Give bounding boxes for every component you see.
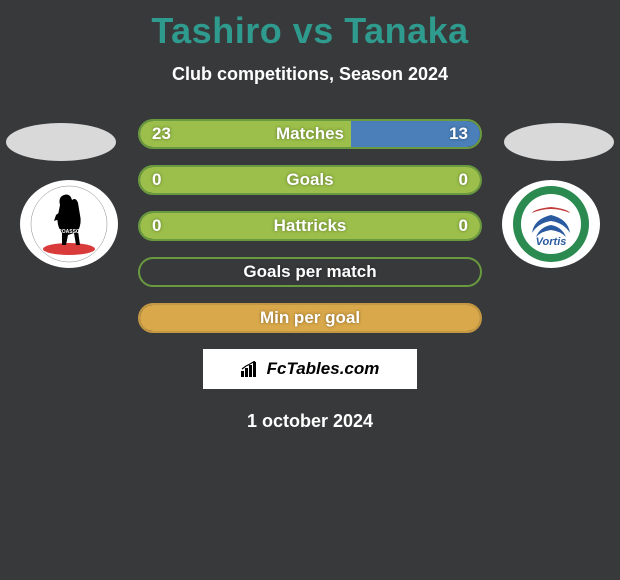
stat-row: 0 0 Hattricks [138, 211, 482, 241]
comparison-content: ROASSO Vortis TOKUSHIMA 23 13 Matches 0 0 Goa… [0, 119, 620, 432]
club-logo-right: Vortis TOKUSHIMA [502, 180, 600, 268]
svg-text:Vortis: Vortis [536, 236, 567, 248]
stat-row: 23 13 Matches [138, 119, 482, 149]
svg-text:TOKUSHIMA: TOKUSHIMA [512, 185, 529, 187]
roasso-kumamoto-icon: ROASSO [30, 185, 108, 263]
brand-text: FcTables.com [267, 359, 380, 379]
stat-value-right: 0 [459, 170, 468, 190]
page-title: Tashiro vs Tanaka [0, 0, 620, 52]
stat-label: Matches [276, 124, 344, 144]
date-label: 1 october 2024 [0, 411, 620, 432]
stat-value-left: 0 [152, 170, 161, 190]
svg-text:ROASSO: ROASSO [58, 229, 80, 235]
stat-label: Min per goal [260, 308, 360, 328]
stats-list: 23 13 Matches 0 0 Goals 0 0 Hattricks Goals per m… [138, 119, 482, 333]
stat-value-right: 13 [449, 124, 468, 144]
tokushima-vortis-icon: Vortis TOKUSHIMA [512, 185, 590, 263]
stat-label: Goals [286, 170, 333, 190]
player-left-placeholder [6, 123, 116, 161]
stat-value-right: 0 [459, 216, 468, 236]
stat-value-left: 0 [152, 216, 161, 236]
player-right-placeholder [504, 123, 614, 161]
club-logo-left: ROASSO [20, 180, 118, 268]
brand-box[interactable]: FcTables.com [203, 349, 417, 389]
stat-row: Goals per match [138, 257, 482, 287]
stat-row: 0 0 Goals [138, 165, 482, 195]
chart-icon [241, 361, 261, 377]
stat-row: Min per goal [138, 303, 482, 333]
subtitle: Club competitions, Season 2024 [0, 64, 620, 85]
stat-label: Goals per match [243, 262, 376, 282]
stat-label: Hattricks [274, 216, 347, 236]
stat-value-left: 23 [152, 124, 171, 144]
